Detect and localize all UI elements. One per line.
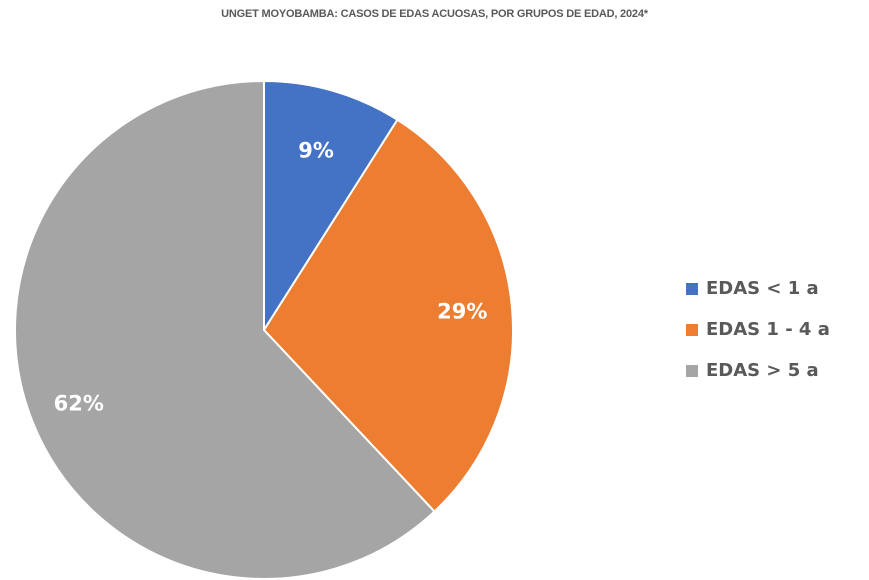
legend: EDAS < 1 a EDAS 1 - 4 a EDAS > 5 a xyxy=(686,278,830,401)
legend-item-edas-gt-5: EDAS > 5 a xyxy=(686,360,830,381)
slice-edas-gt-5 xyxy=(14,79,436,580)
legend-swatch-edas-1-4 xyxy=(686,323,698,336)
slice-edas-1-4 xyxy=(262,118,514,513)
slice-edas-lt-1 xyxy=(263,79,399,334)
legend-label-edas-lt-1: EDAS < 1 a xyxy=(706,278,819,299)
legend-label-edas-gt-5: EDAS > 5 a xyxy=(706,360,819,381)
legend-swatch-edas-lt-1 xyxy=(686,282,698,295)
legend-item-edas-lt-1: EDAS < 1 a xyxy=(686,278,830,299)
legend-item-edas-1-4: EDAS 1 - 4 a xyxy=(686,319,830,340)
chart-title: UNGET MOYOBAMBA: CASOS DE EDAS ACUOSAS, … xyxy=(221,8,648,20)
legend-swatch-edas-gt-5 xyxy=(686,364,698,377)
legend-label-edas-1-4: EDAS 1 - 4 a xyxy=(706,319,830,340)
slice-edas-gt-5-label: 62% xyxy=(54,391,104,415)
slice-edas-lt-1-label: 9% xyxy=(298,139,334,163)
slice-edas-1-4-label: 29% xyxy=(437,299,487,323)
